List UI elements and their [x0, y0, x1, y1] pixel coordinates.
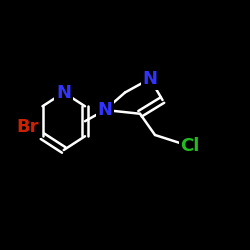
Text: N: N — [56, 84, 71, 102]
Text: Cl: Cl — [180, 137, 200, 155]
Text: N: N — [98, 101, 112, 119]
Text: N: N — [142, 70, 158, 88]
Text: Br: Br — [16, 118, 39, 136]
